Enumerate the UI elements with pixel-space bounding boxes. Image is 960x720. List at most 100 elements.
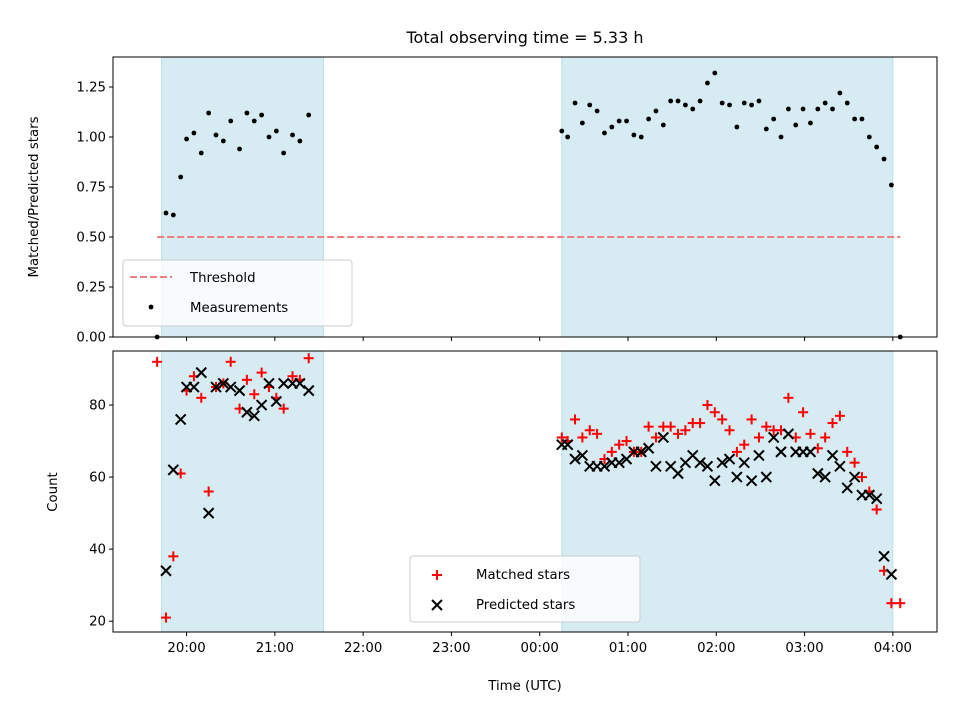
predicted-star-point — [834, 460, 846, 472]
predicted-star-point — [848, 471, 861, 483]
measurement-point — [244, 110, 250, 116]
predicted-star-point — [233, 384, 246, 397]
measurement-point — [881, 156, 887, 162]
y-tick-label: 1.00 — [76, 131, 106, 146]
matched-star-point — [278, 403, 289, 414]
measurement-point — [682, 102, 688, 108]
bottom-axes-frame — [112, 350, 938, 633]
predicted-star-point — [841, 482, 853, 494]
y-tick-label: 40 — [89, 543, 106, 558]
measurement-point — [771, 116, 777, 122]
measurement-point — [306, 112, 312, 118]
measurement-point — [191, 130, 197, 136]
measurement-point — [565, 134, 571, 140]
x-axis-label: Time (UTC) — [487, 679, 562, 694]
measurement-point — [690, 106, 696, 112]
measurement-point — [653, 108, 659, 114]
measurement-point — [572, 100, 578, 106]
bottom-y-axis-label: Count — [46, 472, 61, 512]
matched-star-point — [287, 371, 298, 382]
measurement-point — [638, 134, 644, 140]
matched-star-point — [871, 504, 882, 515]
measurement-point — [616, 118, 622, 124]
measurement-point — [213, 132, 219, 138]
matched-star-point — [249, 389, 260, 400]
predicted-star-point — [775, 446, 787, 458]
predicted-star-point — [263, 377, 275, 390]
measurement-point — [206, 110, 212, 116]
matched-star-point — [203, 486, 214, 497]
matched-star-point — [621, 436, 632, 447]
x-tick-label: 20:00 — [167, 641, 205, 656]
measurement-point — [763, 126, 769, 132]
legend-threshold-label: Threshold — [189, 271, 256, 286]
matched-star-point — [805, 428, 816, 439]
predicted-star-point — [255, 399, 268, 411]
measurement-point — [712, 70, 718, 76]
matched-star-point — [577, 432, 588, 443]
measurement-point — [198, 150, 204, 156]
measurement-point — [178, 174, 184, 180]
predicted-star-point — [160, 565, 172, 577]
legend-matched-swatch — [432, 570, 442, 580]
measurement-point — [756, 98, 762, 104]
predicted-star-point — [738, 456, 750, 469]
measurement-point — [793, 122, 799, 128]
predicted-star-point — [635, 446, 647, 458]
predicted-star-point — [174, 413, 187, 426]
measurement-point — [705, 80, 710, 86]
predicted-star-point — [804, 446, 817, 458]
predicted-star-point — [723, 453, 736, 465]
matched-star-point — [160, 612, 171, 623]
measurement-point — [822, 100, 828, 106]
legend-predicted-label: Predicted stars — [476, 598, 575, 613]
predicted-star-point — [657, 431, 670, 444]
legend-measurements-label: Measurements — [190, 301, 288, 316]
y-tick-label: 0.00 — [76, 331, 106, 346]
matched-star-point — [856, 472, 867, 483]
measurement-point — [852, 116, 857, 122]
matched-star-point — [717, 414, 728, 425]
measurement-point — [184, 136, 189, 142]
predicted-star-point — [167, 464, 180, 476]
predicted-star-point — [672, 467, 684, 480]
count-panel: 20 40 60 80 20:00 21:00 22:00 23:00 00:00 01:00 02… — [89, 350, 938, 656]
matched-star-point — [820, 432, 831, 443]
matched-star-point — [152, 356, 163, 367]
measurement-point — [266, 134, 272, 140]
matched-star-point — [303, 353, 314, 364]
matched-star-point — [196, 392, 207, 403]
matched-star-point — [584, 425, 595, 436]
predicted-star-point — [642, 442, 655, 454]
predicted-star-point — [731, 471, 743, 483]
measurement-point — [697, 98, 703, 104]
measurement-point — [559, 128, 565, 134]
measurement-point — [228, 118, 234, 124]
measurement-point — [609, 124, 615, 130]
x-tick-label: 01:00 — [609, 641, 647, 656]
top-axes-frame — [112, 56, 938, 338]
measurement-point — [237, 146, 242, 152]
y-tick-label: 0.50 — [76, 231, 106, 246]
measurement-point — [808, 120, 813, 126]
predicted-star-point — [561, 438, 574, 451]
matched-star-point — [761, 421, 772, 432]
predicted-star-point — [826, 449, 839, 462]
y-tick-label: 80 — [89, 399, 106, 414]
measurement-point — [727, 102, 732, 108]
predicted-star-point — [195, 366, 207, 379]
measurement-point — [866, 134, 872, 140]
measurement-point — [290, 132, 295, 138]
predicted-star-point — [745, 474, 758, 487]
measurement-point — [163, 210, 169, 216]
legend-matched-label: Matched stars — [476, 568, 570, 583]
measurement-point — [281, 150, 287, 156]
matched-star-point — [753, 432, 764, 443]
measurement-point — [170, 212, 176, 218]
matched-star-point — [842, 446, 853, 457]
matched-star-point — [886, 598, 897, 609]
predicted-star-point — [225, 381, 237, 393]
matched-star-point — [798, 407, 809, 418]
measurement-point — [220, 138, 226, 144]
measurement-point — [668, 98, 674, 104]
